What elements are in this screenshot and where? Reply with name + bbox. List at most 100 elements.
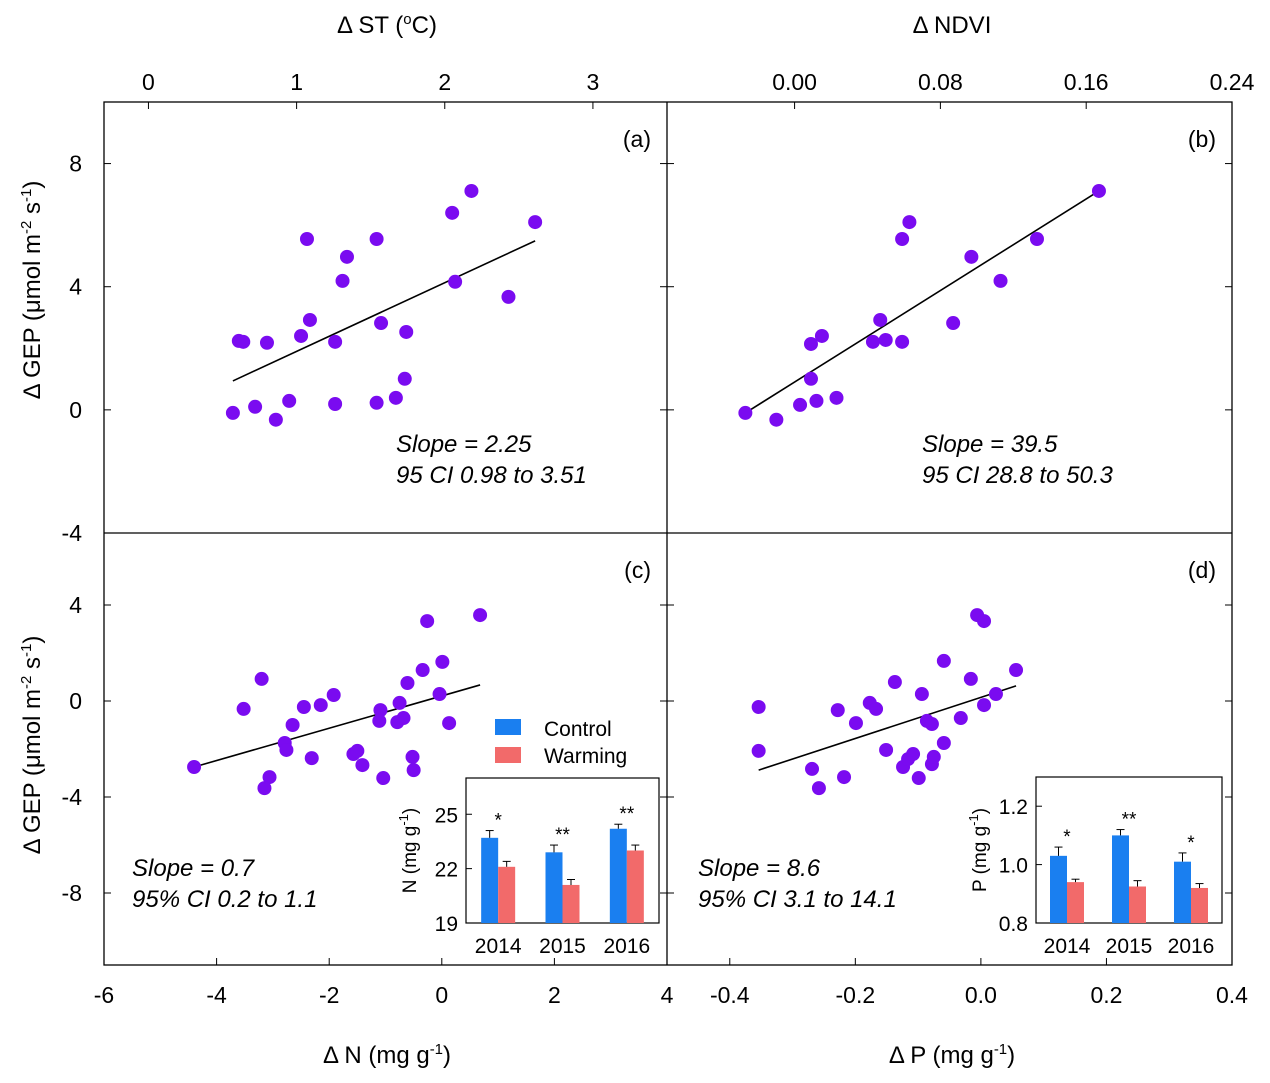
data-point: [879, 742, 894, 757]
data-point: [902, 215, 917, 230]
x-tick-label: 0.00: [772, 69, 817, 95]
data-point: [257, 781, 272, 796]
legend-item-control: Control: [495, 718, 612, 741]
bar-control: [1050, 855, 1067, 923]
inset-x-tick-label: 2014: [1044, 935, 1091, 958]
legend-swatch-control: [495, 719, 521, 735]
slope-annotation: Slope = 39.5: [922, 431, 1058, 458]
data-point: [372, 713, 387, 728]
data-point: [814, 328, 829, 343]
data-point: [225, 405, 240, 420]
ci-annotation: 95% CI 0.2 to 1.1: [132, 886, 317, 913]
data-point: [953, 711, 968, 726]
significance-marker: **: [1122, 810, 1137, 831]
x-tick-label: 1: [290, 69, 303, 95]
data-point: [887, 675, 902, 690]
bar-warming: [626, 850, 644, 923]
data-point: [963, 671, 978, 686]
data-point: [473, 608, 488, 623]
bar-control: [609, 828, 627, 923]
panels: 0 1 2 3 -4 0 4 8 Δ ST (oC) (a) Slope = 2.25 95 CI 0…: [62, 11, 1255, 1069]
data-point: [373, 703, 388, 718]
data-point: [906, 747, 921, 762]
x-axis-title-d: Δ P (mg g-1): [889, 1041, 1015, 1069]
inset-bar-chart-d: 0.8 1.0 1.2 P (mg g-1) 2014 * 2015 ** 2016 *: [966, 776, 1223, 958]
data-point: [803, 336, 818, 351]
inset-y-tick-label: 1.2: [999, 796, 1028, 819]
x-tick-label: 0.2: [1090, 982, 1122, 1008]
data-point: [988, 687, 1003, 702]
bar-control: [1112, 835, 1129, 923]
legend-swatch-warming: [495, 747, 521, 763]
data-point: [376, 771, 391, 786]
data-point: [837, 770, 852, 785]
data-point: [878, 332, 893, 347]
inset-x-tick-label: 2015: [1106, 935, 1153, 958]
data-point: [406, 763, 421, 778]
data-point: [464, 183, 479, 198]
data-point: [350, 743, 365, 758]
data-point: [397, 371, 412, 386]
data-point: [355, 758, 370, 773]
x-tick-label: 2: [548, 982, 561, 1008]
data-point: [268, 412, 283, 427]
data-point: [328, 334, 343, 349]
regression-line: [758, 685, 1017, 771]
legend-item-warming: Warming: [495, 745, 627, 768]
significance-marker: *: [1187, 833, 1195, 854]
data-point: [865, 334, 880, 349]
data-point: [811, 781, 826, 796]
data-point: [911, 771, 926, 786]
x-tick-label: -2: [319, 982, 339, 1008]
data-point: [399, 324, 414, 339]
inset-y-tick-label: 19: [435, 913, 458, 936]
panel-label: (b): [1188, 126, 1216, 152]
data-point: [326, 688, 341, 702]
y-tick-label: -8: [62, 880, 82, 906]
panel-label: (c): [624, 557, 651, 583]
data-point: [299, 231, 314, 246]
data-point: [829, 390, 844, 405]
data-point: [445, 205, 460, 220]
data-point: [285, 718, 300, 732]
y-tick-label: -4: [62, 784, 83, 810]
y-tick-label: -4: [62, 520, 83, 546]
data-point: [296, 700, 311, 714]
y-tick-label: 4: [69, 592, 82, 618]
legend-label-control: Control: [544, 718, 612, 741]
y-tick-label: 0: [69, 688, 82, 714]
panel-label: (a): [623, 126, 651, 152]
data-point: [262, 770, 277, 785]
significance-marker: **: [555, 825, 570, 846]
data-point: [388, 390, 403, 405]
bar-warming: [562, 884, 580, 923]
data-point: [869, 701, 884, 716]
inset-x-tick-label: 2015: [539, 935, 586, 958]
x-tick-label: 0.4: [1216, 982, 1248, 1008]
data-point: [993, 273, 1008, 288]
x-tick-label: -4: [206, 982, 227, 1008]
data-point: [369, 231, 384, 246]
data-point: [392, 695, 407, 710]
data-point: [374, 316, 389, 331]
data-point: [369, 395, 384, 410]
data-point: [339, 249, 354, 264]
ci-annotation: 95 CI 0.98 to 3.51: [396, 462, 587, 489]
y-tick-label: 4: [69, 274, 82, 300]
regression-line: [744, 190, 1100, 414]
data-point: [803, 371, 818, 386]
inset-x-tick-label: 2016: [1168, 935, 1215, 958]
data-point: [809, 393, 824, 408]
data-point: [415, 663, 430, 678]
y-axis-title-top: Δ GEP (μmol m-2 s-1): [18, 181, 46, 400]
x-tick-label: 4: [661, 982, 674, 1008]
data-point: [738, 405, 753, 420]
data-point: [946, 316, 961, 331]
data-point: [751, 743, 766, 758]
panel-a: 0 1 2 3 -4 0 4 8 Δ ST (oC) (a) Slope = 2.25 95 CI 0…: [62, 11, 667, 546]
x-tick-label: 0.08: [918, 69, 963, 95]
y-tick-label: 0: [69, 397, 82, 423]
bar-control: [481, 837, 499, 923]
data-point: [964, 249, 979, 264]
